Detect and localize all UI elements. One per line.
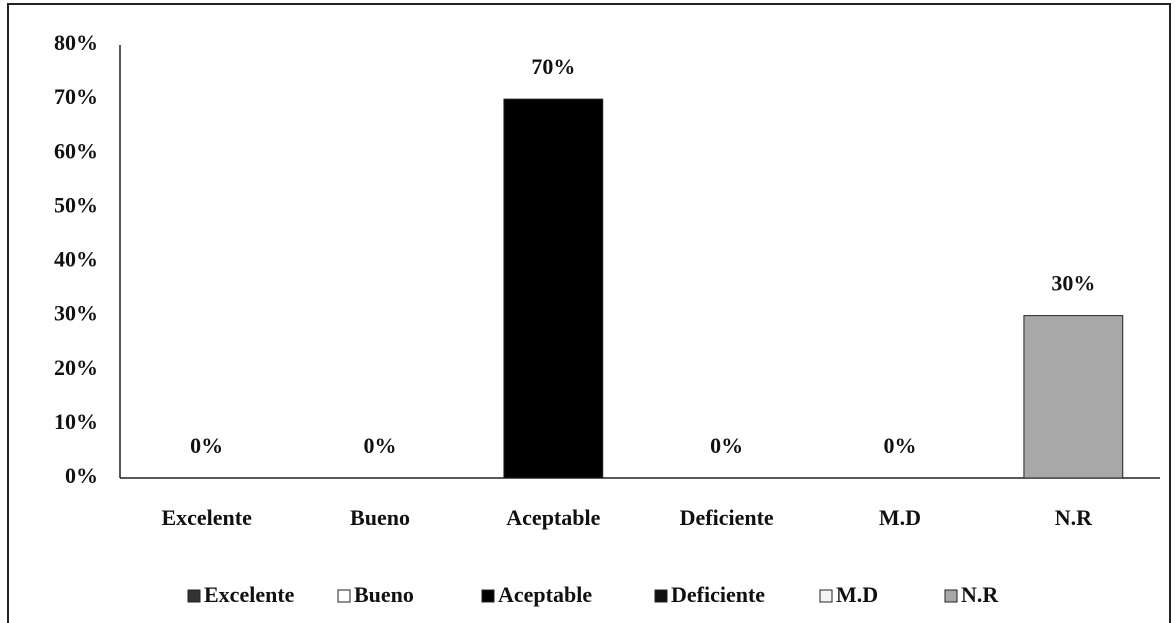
data-label: 0% [884,433,917,458]
legend-marker [944,589,958,603]
x-tick-label: M.D [879,505,921,530]
y-tick-label: 70% [54,84,98,109]
legend-label: Deficiente [671,582,765,607]
y-tick-label: 80% [54,30,98,55]
legend-label: N.R [961,582,999,607]
legend-marker [187,589,201,603]
data-label: 0% [710,433,743,458]
x-tick-label: Excelente [161,505,252,530]
legend-marker [654,589,668,603]
x-tick-label: N.R [1055,505,1093,530]
data-label: 0% [364,433,397,458]
y-tick-label: 10% [54,409,98,434]
legend-marker [819,589,833,603]
y-tick-label: 0% [65,463,98,488]
data-label: 30% [1051,271,1095,296]
bar [1023,315,1124,479]
y-tick-label: 60% [54,138,98,163]
legend-label: Excelente [204,582,295,607]
legend-marker [337,589,351,603]
legend-marker [481,589,495,603]
x-tick-label: Bueno [350,505,410,530]
legend-label: M.D [836,582,878,607]
y-tick-label: 40% [54,247,98,272]
y-tick-label: 30% [54,301,98,326]
y-tick-label: 50% [54,192,98,217]
data-label: 0% [190,433,223,458]
legend-label: Bueno [354,582,414,607]
legend-label: Aceptable [498,582,592,607]
data-label: 70% [531,54,575,79]
x-tick-label: Deficiente [680,505,774,530]
y-tick-label: 20% [54,355,98,380]
bar [503,98,604,479]
chart-frame [7,3,1171,623]
x-tick-label: Aceptable [506,505,600,530]
